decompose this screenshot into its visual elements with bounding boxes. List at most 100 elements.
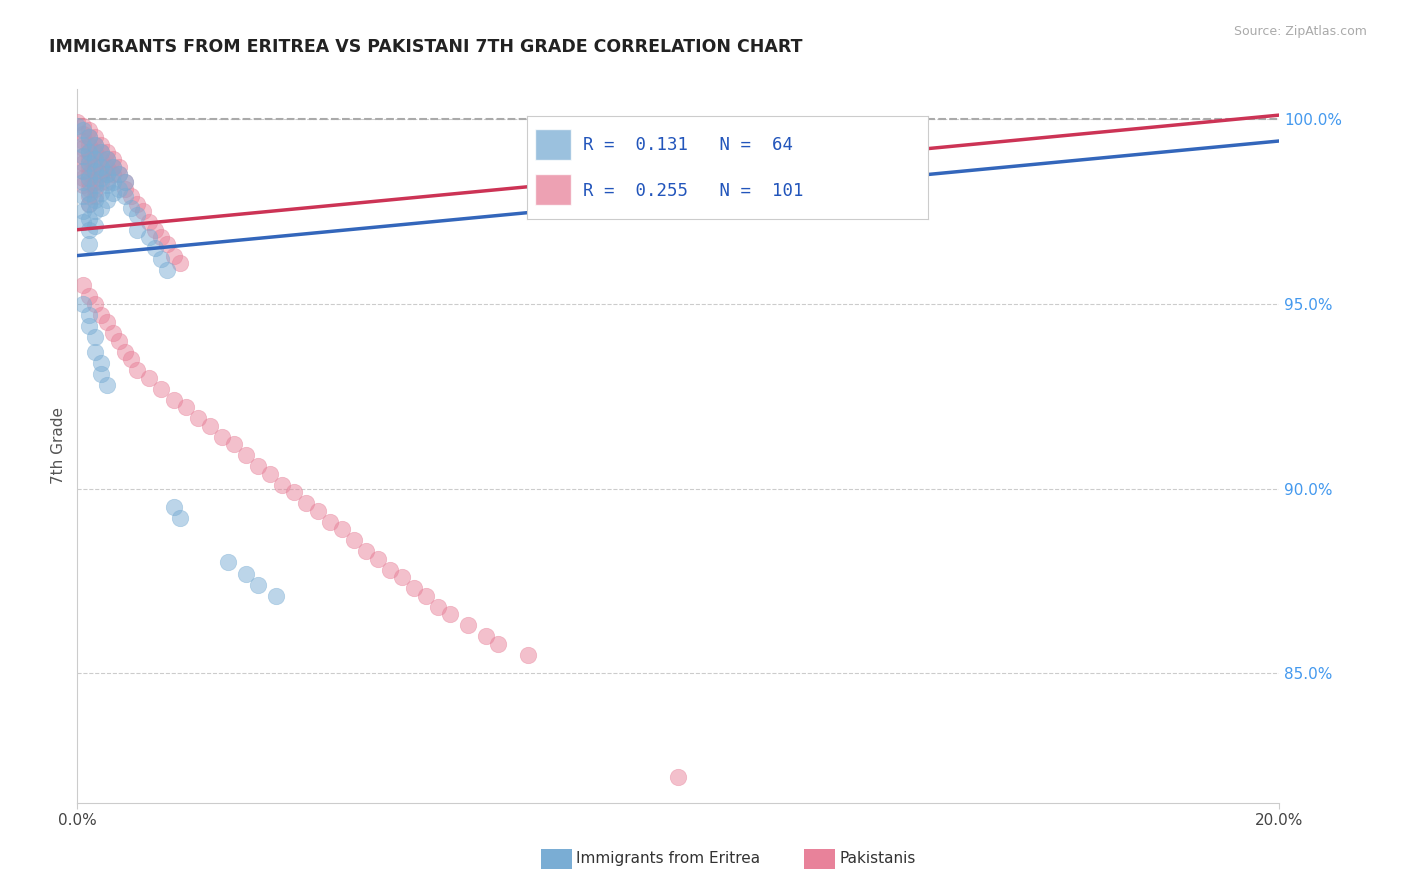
- Point: [96, 175, 118, 189]
- Point: [162, 249, 184, 263]
- Point: [84, 160, 107, 174]
- Point: [72, 278, 94, 293]
- Point: [174, 400, 197, 414]
- Point: [217, 556, 239, 570]
- Point: [66, 119, 89, 133]
- FancyBboxPatch shape: [536, 129, 571, 160]
- Point: [90, 356, 112, 370]
- Point: [79, 186, 101, 200]
- Point: [156, 237, 179, 252]
- Point: [198, 418, 221, 433]
- Point: [84, 189, 107, 203]
- Point: [90, 170, 112, 185]
- Point: [150, 252, 173, 267]
- Point: [120, 189, 142, 203]
- Point: [72, 123, 94, 137]
- Point: [84, 296, 107, 310]
- Point: [84, 178, 107, 193]
- Point: [79, 137, 101, 152]
- Text: R =  0.131   N =  64: R = 0.131 N = 64: [583, 136, 793, 153]
- Y-axis label: 7th Grade: 7th Grade: [51, 408, 66, 484]
- Point: [439, 607, 461, 622]
- Point: [127, 223, 149, 237]
- FancyBboxPatch shape: [536, 175, 571, 205]
- Point: [103, 160, 125, 174]
- Point: [354, 544, 377, 558]
- Point: [103, 153, 125, 167]
- Point: [270, 478, 292, 492]
- Point: [72, 296, 94, 310]
- Point: [162, 500, 184, 514]
- Point: [235, 566, 257, 581]
- Text: Pakistanis: Pakistanis: [839, 852, 915, 866]
- Point: [90, 160, 112, 174]
- Point: [90, 153, 112, 167]
- Point: [79, 160, 101, 174]
- Point: [90, 367, 112, 381]
- Text: Source: ZipAtlas.com: Source: ZipAtlas.com: [1233, 25, 1367, 38]
- Point: [138, 230, 160, 244]
- Text: R =  0.255   N =  101: R = 0.255 N = 101: [583, 182, 804, 200]
- Point: [114, 175, 136, 189]
- Point: [79, 318, 101, 333]
- Point: [307, 504, 329, 518]
- Point: [84, 193, 107, 207]
- Point: [138, 215, 160, 229]
- Point: [66, 115, 89, 129]
- Point: [246, 459, 269, 474]
- Point: [79, 153, 101, 167]
- Point: [103, 167, 125, 181]
- Point: [343, 533, 366, 548]
- Point: [294, 496, 316, 510]
- Point: [79, 182, 101, 196]
- Point: [187, 411, 209, 425]
- Point: [127, 208, 149, 222]
- Point: [415, 589, 437, 603]
- Point: [319, 515, 342, 529]
- Point: [84, 137, 107, 152]
- Point: [79, 123, 101, 137]
- Point: [90, 145, 112, 159]
- Point: [103, 160, 125, 174]
- Point: [391, 570, 413, 584]
- Point: [668, 770, 690, 784]
- Point: [517, 648, 540, 662]
- Point: [264, 589, 287, 603]
- Point: [72, 149, 94, 163]
- Point: [108, 182, 131, 196]
- Point: [79, 289, 101, 303]
- Point: [96, 153, 118, 167]
- Point: [127, 196, 149, 211]
- Point: [475, 629, 498, 643]
- Point: [72, 163, 94, 178]
- Point: [72, 215, 94, 229]
- Point: [72, 149, 94, 163]
- Point: [79, 145, 101, 159]
- Point: [378, 563, 401, 577]
- Point: [79, 196, 101, 211]
- Point: [90, 137, 112, 152]
- Point: [211, 430, 233, 444]
- Point: [96, 167, 118, 181]
- Point: [84, 145, 107, 159]
- Point: [330, 522, 353, 536]
- Point: [96, 167, 118, 181]
- Point: [457, 618, 479, 632]
- Point: [96, 145, 118, 159]
- Point: [283, 485, 305, 500]
- Point: [90, 145, 112, 159]
- Point: [427, 599, 450, 614]
- Point: [84, 167, 107, 181]
- Point: [79, 156, 101, 170]
- Point: [96, 193, 118, 207]
- Point: [156, 263, 179, 277]
- Point: [222, 437, 245, 451]
- Point: [169, 511, 191, 525]
- Point: [108, 160, 131, 174]
- Point: [79, 175, 101, 189]
- Point: [72, 163, 94, 178]
- Point: [108, 167, 131, 181]
- Point: [103, 326, 125, 341]
- Point: [84, 137, 107, 152]
- Point: [103, 186, 125, 200]
